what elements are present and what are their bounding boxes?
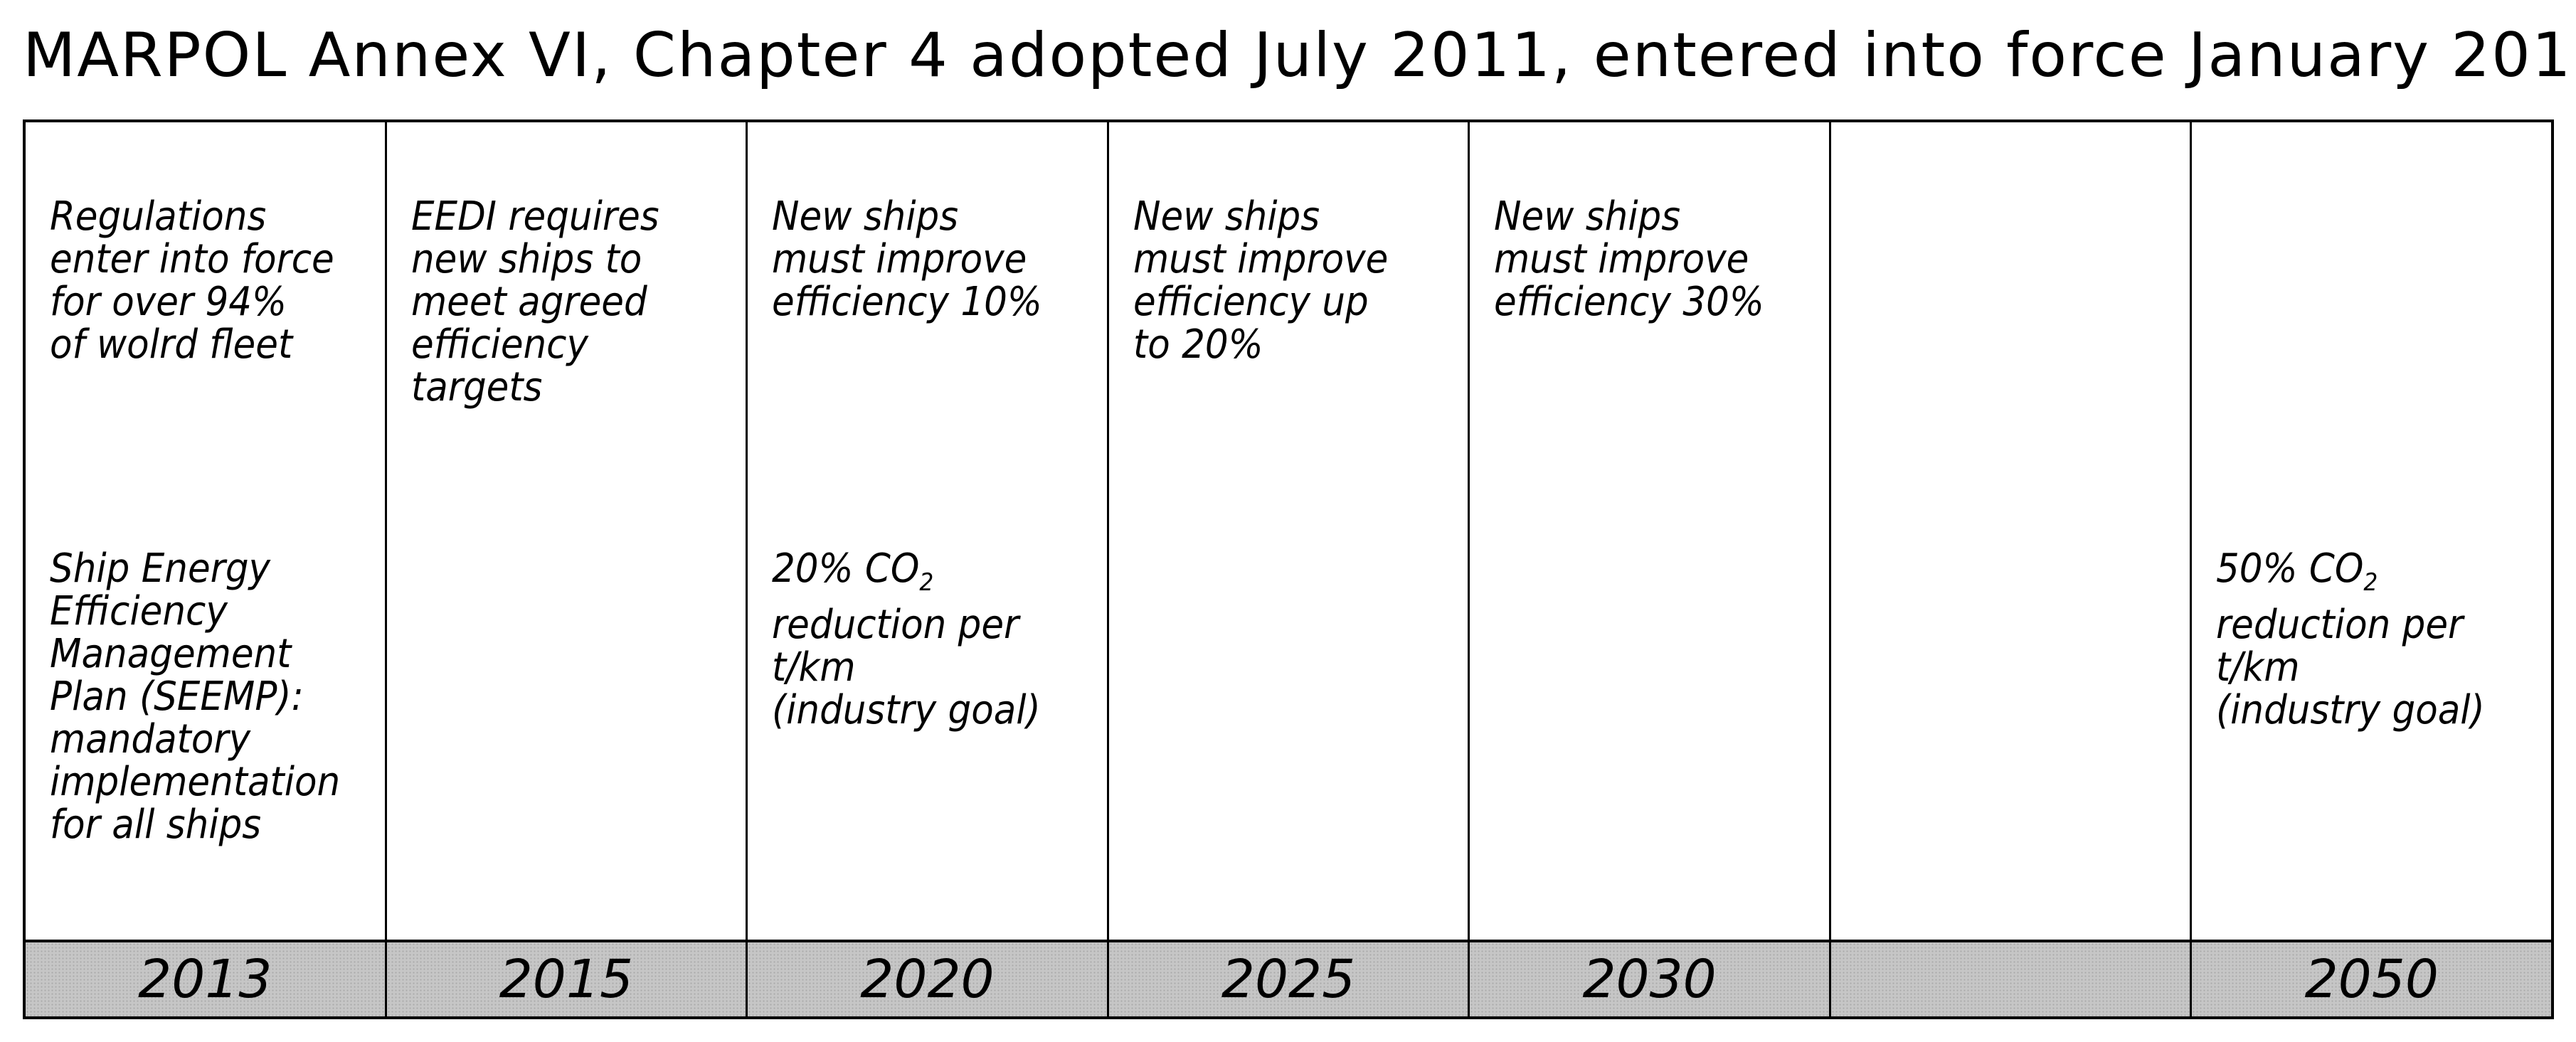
milestone-note: EEDI requires new ships to meet agreed e… <box>410 193 659 410</box>
milestone-note: New ships must improve efficiency 10% <box>772 193 1043 325</box>
year-label: 2025 <box>1108 940 1468 1016</box>
milestone-note: Regulations enter into force for over 94… <box>50 193 334 368</box>
year-label: 2030 <box>1470 940 1829 1016</box>
timeline-table: Regulations enter into force for over 94… <box>23 119 2554 1019</box>
goal-note-text: 20% CO <box>772 546 920 592</box>
goal-note: 50% CO2 reduction per t/km (industry goa… <box>2216 548 2515 732</box>
timeline-column-2020: New ships must improve efficiency 10% 20… <box>748 122 1109 1016</box>
timeline-column-2030: New ships must improve efficiency 30% 20… <box>1470 122 1831 1016</box>
year-label: 2050 <box>2192 940 2552 1016</box>
year-label: 2013 <box>26 940 385 1016</box>
diagram-title: MARPOL Annex VI, Chapter 4 adopted July … <box>23 20 2576 91</box>
year-label: 2020 <box>748 940 1107 1016</box>
timeline-column-empty <box>1830 122 2193 1016</box>
goal-note: 20% CO2 reduction per t/km (industry goa… <box>772 548 1071 732</box>
milestone-note: New ships must improve efficiency up to … <box>1133 193 1389 368</box>
milestone-note: Ship Energy Efficiency Management Plan (… <box>50 546 341 848</box>
subscript: 2 <box>919 568 934 597</box>
goal-note-text: 50% CO <box>2216 546 2364 592</box>
year-label <box>1830 940 2190 1016</box>
timeline-column-2025: New ships must improve efficiency up to … <box>1108 122 1470 1016</box>
goal-note-text: reduction per t/km (industry goal) <box>2216 602 2486 733</box>
year-label: 2015 <box>386 940 746 1016</box>
subscript: 2 <box>2363 568 2378 597</box>
goal-note-text: reduction per t/km (industry goal) <box>772 602 1041 733</box>
timeline-column-2013: Regulations enter into force for over 94… <box>26 122 387 1016</box>
milestone-note: New ships must improve efficiency 30% <box>1494 193 1765 325</box>
timeline-column-2050: 50% CO2 reduction per t/km (industry goa… <box>2192 122 2552 1016</box>
timeline-column-2015: EEDI requires new ships to meet agreed e… <box>386 122 748 1016</box>
